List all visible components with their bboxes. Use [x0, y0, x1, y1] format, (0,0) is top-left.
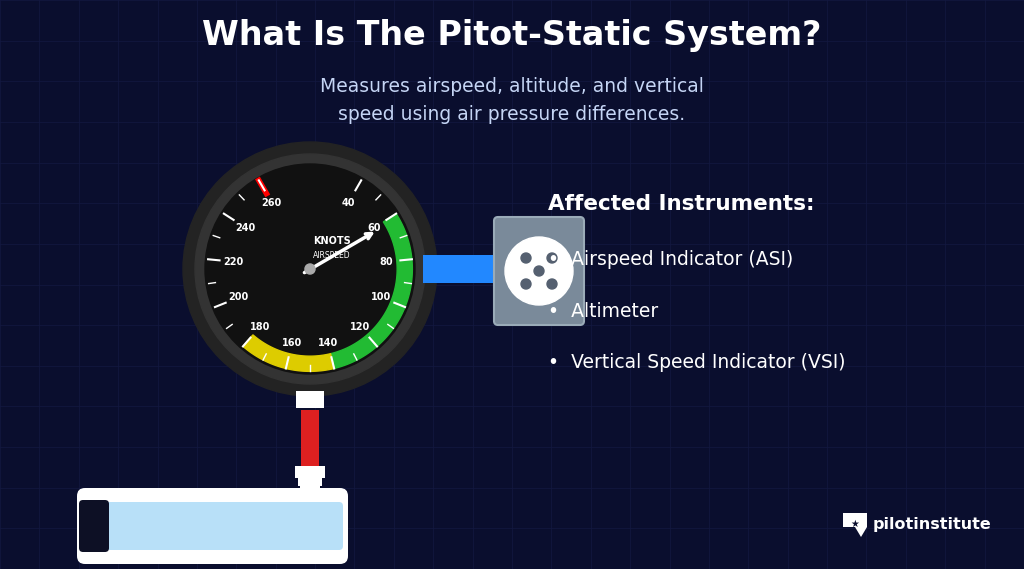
FancyBboxPatch shape — [106, 502, 343, 550]
Text: 120: 120 — [350, 322, 371, 332]
Text: pilotinstitute: pilotinstitute — [873, 517, 992, 531]
Circle shape — [534, 266, 544, 276]
Polygon shape — [843, 513, 867, 537]
Circle shape — [305, 264, 315, 274]
Text: 100: 100 — [371, 292, 391, 303]
Polygon shape — [243, 335, 334, 372]
Bar — [298, 478, 322, 486]
Text: What Is The Pitot-Static System?: What Is The Pitot-Static System? — [203, 19, 821, 52]
Text: 40: 40 — [342, 197, 355, 208]
Bar — [300, 494, 319, 498]
FancyBboxPatch shape — [77, 488, 348, 564]
Text: AIRSPEED: AIRSPEED — [313, 250, 351, 259]
Circle shape — [521, 279, 531, 289]
Text: 220: 220 — [223, 257, 244, 267]
Circle shape — [183, 142, 437, 396]
Text: 260: 260 — [261, 197, 282, 208]
Text: 200: 200 — [228, 292, 249, 303]
Text: Measures airspeed, altitude, and vertical
speed using air pressure differences.: Measures airspeed, altitude, and vertica… — [321, 76, 703, 123]
Text: •  Vertical Speed Indicator (VSI): • Vertical Speed Indicator (VSI) — [548, 353, 846, 373]
Circle shape — [547, 279, 557, 289]
Bar — [296, 391, 324, 408]
Text: •  Altimeter: • Altimeter — [548, 302, 658, 320]
Text: 240: 240 — [236, 222, 256, 233]
Text: 140: 140 — [317, 339, 338, 348]
FancyBboxPatch shape — [494, 217, 584, 325]
Bar — [301, 410, 319, 466]
Circle shape — [547, 253, 557, 263]
Text: 180: 180 — [250, 322, 270, 332]
Polygon shape — [331, 213, 413, 369]
Text: KNOTS: KNOTS — [313, 236, 351, 246]
Text: Affected Instruments:: Affected Instruments: — [548, 194, 814, 214]
Text: 160: 160 — [282, 339, 302, 348]
FancyBboxPatch shape — [79, 500, 109, 552]
Text: ★: ★ — [851, 519, 859, 529]
Circle shape — [521, 253, 531, 263]
Circle shape — [195, 154, 425, 384]
Text: 80: 80 — [380, 257, 393, 267]
Text: 60: 60 — [368, 222, 381, 233]
Bar — [423, 255, 498, 283]
Bar — [300, 486, 319, 496]
Circle shape — [505, 237, 573, 305]
Circle shape — [205, 164, 415, 374]
Text: •  Airspeed Indicator (ASI): • Airspeed Indicator (ASI) — [548, 249, 794, 269]
Bar — [295, 466, 325, 478]
